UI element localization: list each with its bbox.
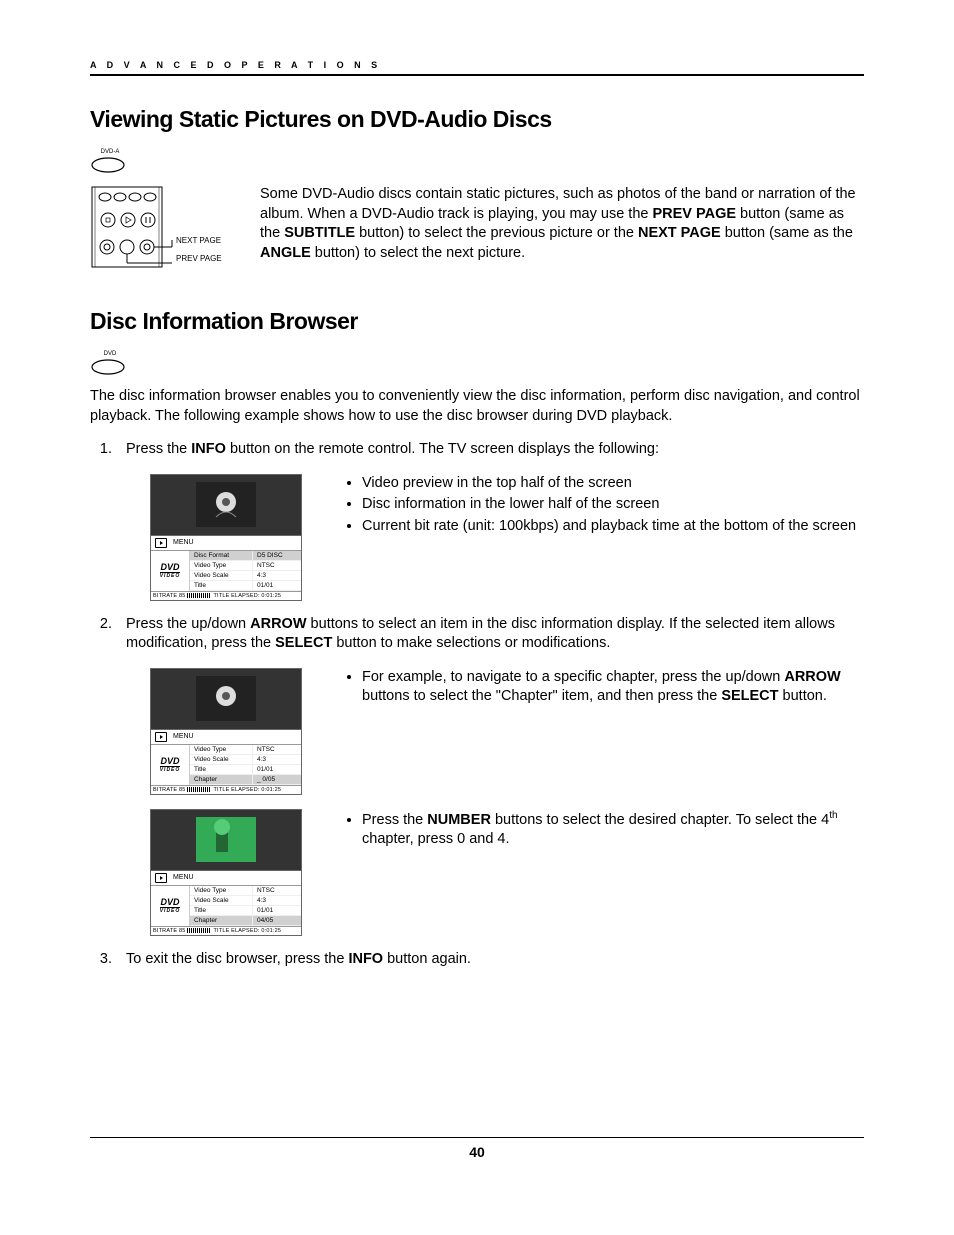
info-row: Title01/01	[190, 906, 301, 916]
bullet-item: Current bit rate (unit: 100kbps) and pla…	[362, 517, 864, 537]
info-row: Video TypeNTSC	[190, 561, 301, 571]
step1-bullets: Video preview in the top half of the scr…	[342, 474, 864, 539]
info-row: Chapter04/05	[190, 916, 301, 926]
dvd-video-logo: DVDVIDEO	[151, 886, 190, 926]
section1-title: Viewing Static Pictures on DVD-Audio Dis…	[90, 106, 864, 133]
info-row: Video TypeNTSC	[190, 886, 301, 896]
step-1: Press the INFO button on the remote cont…	[116, 440, 864, 460]
play-icon	[155, 873, 167, 883]
video-preview-thumbnail	[151, 475, 301, 536]
menu-label: MENU	[173, 733, 194, 740]
play-icon	[155, 732, 167, 742]
step2-bullet-a: For example, to navigate to a specific c…	[342, 668, 864, 709]
section2-intro: The disc information browser enables you…	[90, 387, 864, 426]
page-number: 40	[90, 1137, 864, 1160]
info-row: Title01/01	[190, 581, 301, 591]
bullet-item: Disc information in the lower half of th…	[362, 495, 864, 515]
info-rows-1: Disc FormatD5 DISCVideo TypeNTSCVideo Sc…	[190, 551, 301, 591]
menu-label: MENU	[173, 539, 194, 546]
step-2: Press the up/down ARROW buttons to selec…	[116, 615, 864, 654]
dvd-disc-icon: DVD	[90, 347, 130, 377]
info-row: Video Scale4:3	[190, 755, 301, 765]
svg-text:DVD-A: DVD-A	[101, 149, 120, 155]
disc-browser-screenshot-1: MENU DVDVIDEO Disc FormatD5 DISCVideo Ty…	[150, 474, 302, 601]
callout-prev-page: PREV PAGE	[176, 254, 222, 263]
dvd-video-logo: DVDVIDEO	[151, 745, 190, 785]
disc-browser-screenshot-3: MENU DVDVIDEO Video TypeNTSCVideo Scale4…	[150, 809, 302, 936]
info-row: Disc FormatD5 DISC	[190, 551, 301, 561]
remote-button-diagram: NEXT PAGE PREV PAGE	[90, 185, 230, 280]
step-3: To exit the disc browser, press the INFO…	[116, 950, 864, 970]
section2-title: Disc Information Browser	[90, 308, 864, 335]
bullet-item: Video preview in the top half of the scr…	[362, 474, 864, 494]
video-preview-thumbnail	[151, 669, 301, 730]
info-row: Video Scale4:3	[190, 571, 301, 581]
info-row: Video TypeNTSC	[190, 745, 301, 755]
dvd-a-disc-icon: DVD-A	[90, 145, 130, 175]
info-row: Title01/01	[190, 765, 301, 775]
status-bar: BITRATE 85TITLE ELAPSED: 0:01:25	[151, 591, 301, 600]
play-icon	[155, 538, 167, 548]
header-section-label: A D V A N C E D O P E R A T I O N S	[90, 60, 864, 76]
svg-text:DVD: DVD	[104, 351, 117, 357]
disc-browser-screenshot-2: MENU DVDVIDEO Video TypeNTSCVideo Scale4…	[150, 668, 302, 795]
info-row: Video Scale4:3	[190, 896, 301, 906]
info-row: Chapter_ 0/05	[190, 775, 301, 785]
dvd-video-logo: DVDVIDEO	[151, 551, 190, 591]
menu-label: MENU	[173, 874, 194, 881]
callout-next-page: NEXT PAGE	[176, 236, 221, 245]
section1-paragraph: Some DVD-Audio discs contain static pict…	[260, 185, 864, 263]
video-preview-thumbnail	[151, 810, 301, 871]
step2-bullet-b: Press the NUMBER buttons to select the d…	[342, 809, 864, 852]
